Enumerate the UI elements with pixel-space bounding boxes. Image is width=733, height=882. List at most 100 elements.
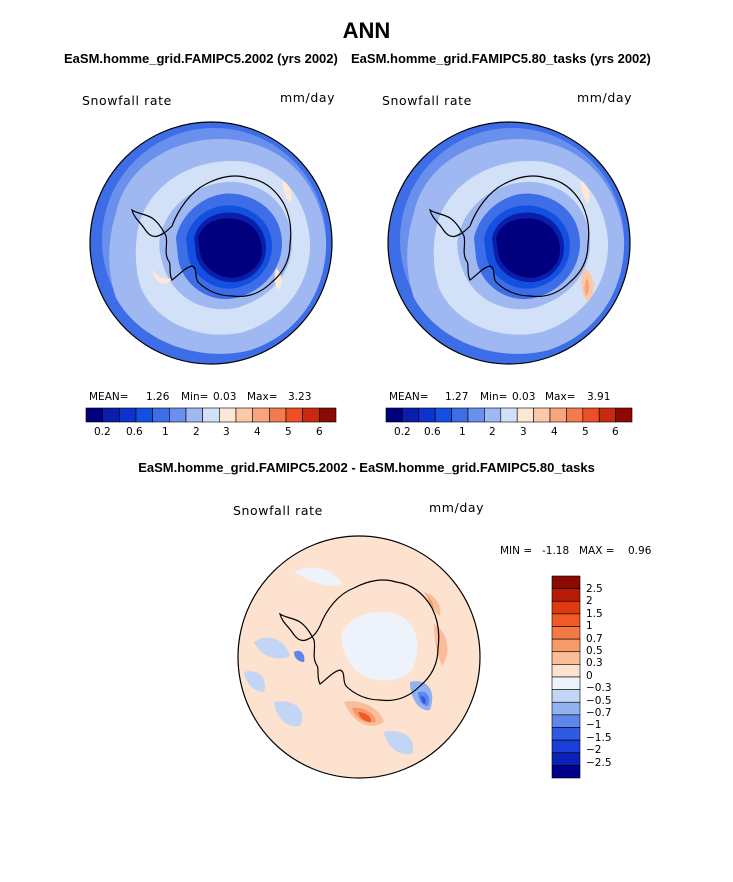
panel2-variable-label: Snowfall rate — [382, 93, 472, 108]
colorbar-swatch — [516, 407, 534, 423]
panel1-colorbar — [85, 407, 337, 423]
colorbar-swatch — [467, 407, 485, 423]
panel2-colorbar — [385, 407, 633, 423]
panel1-colorbar-tick: 1 — [162, 426, 169, 438]
colorbar-swatch — [551, 676, 581, 690]
colorbar-swatch — [551, 701, 581, 716]
colorbar-swatch — [551, 638, 581, 653]
colorbar-swatch — [219, 407, 237, 423]
diff-max-label: MAX = — [579, 545, 615, 557]
diff-map — [237, 535, 481, 779]
panel2-colorbar-tick: 1 — [459, 426, 466, 438]
panel2-colorbar-tick: 6 — [612, 426, 619, 438]
colorbar-swatch — [402, 407, 420, 423]
panel1-map — [89, 121, 333, 365]
diff-snowfall-field — [238, 536, 480, 778]
panel1-units-label: mm/day — [280, 90, 336, 105]
panel2-colorbar-tick: 0.2 — [394, 426, 411, 438]
panel2-min-value: 0.03 — [512, 391, 536, 403]
panel1-mean-label: MEAN= — [89, 391, 129, 403]
colorbar-swatch — [551, 588, 581, 602]
colorbar-swatch — [551, 739, 581, 754]
panel2-colorbar-tick: 2 — [489, 426, 496, 438]
colorbar-swatch — [551, 613, 581, 627]
colorbar-swatch — [418, 407, 436, 423]
colorbar-swatch — [551, 664, 581, 678]
panel1-min-value: 0.03 — [213, 391, 237, 403]
subtitle-left: EaSM.homme_grid.FAMIPC5.2002 (yrs 2002) — [64, 51, 338, 66]
diff-colorbar-label: 1.5 — [586, 607, 603, 620]
diff-title: EaSM.homme_grid.FAMIPC5.2002 - EaSM.homm… — [138, 460, 595, 475]
colorbar-swatch — [119, 407, 137, 423]
colorbar-swatch — [500, 407, 518, 423]
colorbar-swatch — [551, 727, 581, 741]
colorbar-swatch — [285, 407, 303, 423]
diff-colorbar-label: 0 — [586, 669, 593, 682]
panel2-colorbar-tick: 0.6 — [424, 426, 441, 438]
colorbar-swatch — [102, 407, 120, 423]
colorbar-swatch — [549, 407, 567, 423]
colorbar-swatch — [202, 407, 220, 423]
panel1-snowfall-field — [90, 122, 332, 364]
panel2-max-value: 3.91 — [587, 391, 611, 403]
panel1-colorbar-tick: 0.6 — [126, 426, 143, 438]
panel2-units-label: mm/day — [577, 90, 633, 105]
colorbar-swatch — [484, 407, 502, 423]
diff-colorbar — [551, 575, 581, 779]
colorbar-swatch — [85, 407, 103, 423]
diff-units-label: mm/day — [429, 500, 485, 515]
panel2-max-label: Max= — [545, 391, 576, 403]
colorbar-swatch — [269, 407, 287, 423]
diff-colorbar-label: −0.3 — [586, 682, 612, 695]
panel2-colorbar-tick: 4 — [551, 426, 558, 438]
diff-colorbar-label: −0.7 — [586, 707, 612, 720]
colorbar-swatch — [551, 600, 581, 615]
diff-colorbar-label: 1 — [586, 620, 593, 633]
diff-max-value: 0.96 — [628, 545, 652, 557]
colorbar-swatch — [615, 407, 633, 423]
panel2-map-border — [387, 121, 631, 365]
page-title: ANN — [342, 18, 391, 43]
colorbar-swatch — [551, 689, 581, 703]
colorbar-swatch — [566, 407, 584, 423]
colorbar-swatch — [169, 407, 187, 423]
panel2-mean-label: MEAN= — [389, 391, 429, 403]
panel1-colorbar-tick: 4 — [254, 426, 261, 438]
diff-min-value: -1.18 — [542, 545, 570, 557]
panel2-colorbar-tick: 3 — [520, 426, 527, 438]
panel2-min-label: Min= — [480, 391, 508, 403]
diff-variable-label: Snowfall rate — [233, 503, 323, 518]
colorbar-swatch — [598, 407, 616, 423]
diff-colorbar-label: 2 — [586, 595, 593, 608]
colorbar-swatch — [451, 407, 469, 423]
colorbar-swatch — [152, 407, 170, 423]
diff-colorbar-label: −0.5 — [586, 694, 612, 707]
panel1-colorbar-tick: 5 — [285, 426, 292, 438]
diff-colorbar-label: −2.5 — [586, 756, 612, 769]
panel1-mean-value: 1.26 — [146, 391, 170, 403]
colorbar-swatch — [319, 407, 337, 423]
panel1-min-label: Min= — [181, 391, 209, 403]
diff-colorbar-labels: 2.5 2 1.5 1 0.7 0.5 0.3 0 −0.3 −0.5 −0.7… — [586, 583, 612, 769]
diff-colorbar-label: 0.7 — [586, 632, 603, 645]
diff-colorbar-label: −1.5 — [586, 731, 612, 744]
panel2-map — [387, 121, 631, 365]
diff-colorbar-label: 2.5 — [586, 583, 603, 595]
colorbar-swatch — [185, 407, 203, 423]
panel2-snowfall-field — [388, 122, 630, 364]
colorbar-swatch — [551, 575, 581, 589]
colorbar-swatch — [551, 752, 581, 766]
diff-min-label: MIN = — [500, 545, 533, 557]
panel1-max-value: 3.23 — [288, 391, 312, 403]
panel1-variable-label: Snowfall rate — [82, 93, 172, 108]
panel1-colorbar-tick: 6 — [316, 426, 323, 438]
colorbar-swatch — [551, 651, 581, 665]
colorbar-swatch — [302, 407, 320, 423]
panel2-mean-value: 1.27 — [445, 391, 469, 403]
diff-coastline — [279, 579, 440, 702]
colorbar-swatch — [235, 407, 253, 423]
panel2-coastline — [429, 175, 590, 298]
panel1-coastline — [131, 175, 292, 298]
colorbar-swatch — [551, 626, 581, 640]
panel2-colorbar-tick: 5 — [582, 426, 589, 438]
